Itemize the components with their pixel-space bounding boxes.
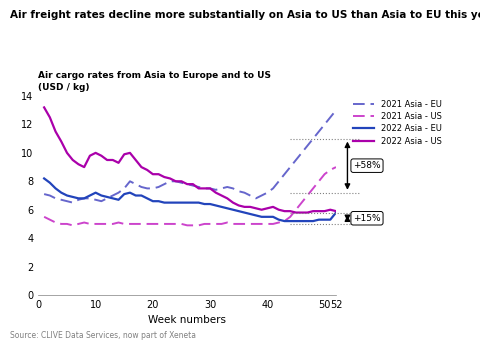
Text: Air freight rates decline more substantially on Asia to US than Asia to EU this : Air freight rates decline more substanti… — [10, 10, 480, 20]
Text: Source: CLIVE Data Services, now part of Xeneta: Source: CLIVE Data Services, now part of… — [10, 331, 196, 340]
Text: Air cargo rates from Asia to Europe and to US
(USD / kg): Air cargo rates from Asia to Europe and … — [38, 71, 271, 93]
Legend: 2021 Asia - EU, 2021 Asia - US, 2022 Asia - EU, 2022 Asia - US: 2021 Asia - EU, 2021 Asia - US, 2022 Asi… — [350, 96, 445, 149]
X-axis label: Week numbers: Week numbers — [148, 316, 226, 326]
Text: +15%: +15% — [353, 214, 381, 223]
Text: +58%: +58% — [353, 161, 381, 170]
